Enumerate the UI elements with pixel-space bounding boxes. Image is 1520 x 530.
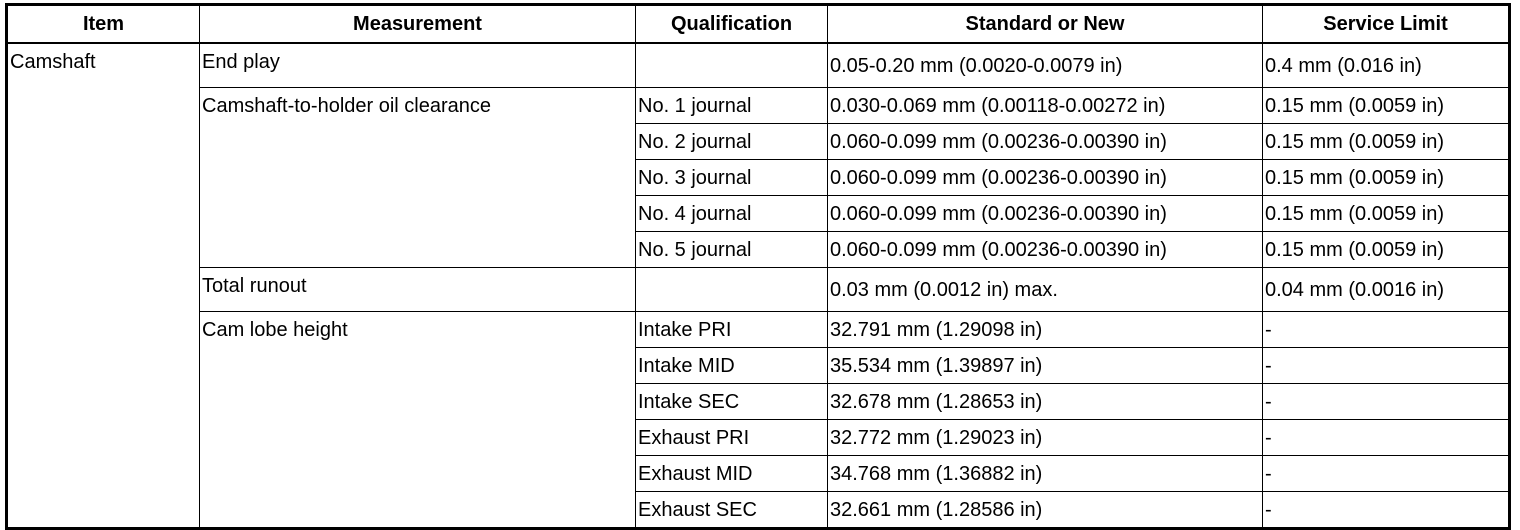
- measurement-cell: Camshaft-to-holder oil clearance: [199, 87, 636, 268]
- qualification-cell: Exhaust MID: [635, 455, 828, 492]
- table-row: Total runout 0.03 mm (0.0012 in) max. 0.04…: [7, 267, 1510, 312]
- standard-cell: 0.03 mm (0.0012 in) max.: [827, 267, 1263, 312]
- standard-cell: 0.060-0.099 mm (0.00236-0.00390 in): [827, 231, 1263, 268]
- table-row: Camshaft End play 0.05-0.20 mm (0.0020-0.0…: [6, 42, 1510, 529]
- measurement-cell: End play: [199, 42, 636, 88]
- header-service-limit: Service Limit: [1262, 4, 1510, 44]
- measurement-cell: Total runout: [199, 267, 636, 312]
- table-row: Exhaust PRI 32.772 mm (1.29023 in) -: [7, 419, 1510, 456]
- table-row: Exhaust MID 34.768 mm (1.36882 in) -: [7, 455, 1510, 492]
- header-row: Item Measurement Qualification Standard …: [6, 4, 1510, 44]
- item-cell: Camshaft: [6, 42, 200, 529]
- service-limit-cell: -: [1262, 491, 1510, 529]
- service-limit-cell: 0.4 mm (0.016 in): [1262, 42, 1510, 88]
- table-row: Intake SEC 32.678 mm (1.28653 in) -: [7, 383, 1510, 420]
- qualification-cell: Intake PRI: [635, 311, 828, 348]
- standard-cell: 34.768 mm (1.36882 in): [827, 455, 1263, 492]
- table-row: Intake MID 35.534 mm (1.39897 in) -: [7, 347, 1510, 384]
- table-row: No. 2 journal 0.060-0.099 mm (0.00236-0.0…: [7, 123, 1510, 160]
- standard-cell: 32.772 mm (1.29023 in): [827, 419, 1263, 456]
- qualification-cell: No. 4 journal: [635, 195, 828, 232]
- service-limit-cell: 0.04 mm (0.0016 in): [1262, 267, 1510, 312]
- qualification-cell: Exhaust SEC: [635, 491, 828, 529]
- header-item: Item: [6, 4, 200, 44]
- table-row: No. 5 journal 0.060-0.099 mm (0.00236-0.0…: [7, 231, 1510, 268]
- standard-cell: 32.678 mm (1.28653 in): [827, 383, 1263, 420]
- header-standard: Standard or New: [827, 4, 1263, 44]
- standard-cell: 32.791 mm (1.29098 in): [827, 311, 1263, 348]
- service-limit-cell: -: [1262, 311, 1510, 348]
- header-measurement: Measurement: [199, 4, 636, 44]
- specifications-table: Item Measurement Qualification Standard …: [5, 3, 1511, 530]
- qualification-cell: No. 5 journal: [635, 231, 828, 268]
- header-qualification: Qualification: [635, 4, 828, 44]
- service-limit-cell: 0.15 mm (0.0059 in): [1262, 159, 1510, 196]
- qualification-cell: Intake MID: [635, 347, 828, 384]
- table-row: Exhaust SEC 32.661 mm (1.28586 in) -: [7, 491, 1510, 529]
- qualification-cell: [635, 267, 828, 312]
- qualification-cell: [635, 42, 828, 88]
- qualification-cell: No. 1 journal: [635, 87, 828, 124]
- standard-cell: 0.060-0.099 mm (0.00236-0.00390 in): [827, 195, 1263, 232]
- standard-cell: 0.05-0.20 mm (0.0020-0.0079 in): [827, 42, 1263, 88]
- standard-cell: 0.030-0.069 mm (0.00118-0.00272 in): [827, 87, 1263, 124]
- qualification-cell: Intake SEC: [635, 383, 828, 420]
- table-row: Camshaft-to-holder oil clearance No. 1 jo…: [7, 87, 1510, 268]
- qualification-cell: No. 3 journal: [635, 159, 828, 196]
- service-limit-cell: 0.15 mm (0.0059 in): [1262, 87, 1510, 124]
- measurement-cell: Cam lobe height: [199, 311, 636, 529]
- service-limit-cell: -: [1262, 347, 1510, 384]
- service-limit-cell: -: [1262, 383, 1510, 420]
- service-limit-cell: -: [1262, 419, 1510, 456]
- service-limit-cell: 0.15 mm (0.0059 in): [1262, 231, 1510, 268]
- standard-cell: 0.060-0.099 mm (0.00236-0.00390 in): [827, 159, 1263, 196]
- qualification-cell: Exhaust PRI: [635, 419, 828, 456]
- standard-cell: 32.661 mm (1.28586 in): [827, 491, 1263, 529]
- qualification-cell: No. 2 journal: [635, 123, 828, 160]
- table-row: No. 4 journal 0.060-0.099 mm (0.00236-0.0…: [7, 195, 1510, 232]
- service-limit-cell: 0.15 mm (0.0059 in): [1262, 195, 1510, 232]
- table-row: Cam lobe height Intake PRI 32.791 mm (1.29…: [7, 311, 1510, 529]
- table-row: No. 3 journal 0.060-0.099 mm (0.00236-0.0…: [7, 159, 1510, 196]
- service-limit-cell: -: [1262, 455, 1510, 492]
- standard-cell: 35.534 mm (1.39897 in): [827, 347, 1263, 384]
- service-limit-cell: 0.15 mm (0.0059 in): [1262, 123, 1510, 160]
- standard-cell: 0.060-0.099 mm (0.00236-0.00390 in): [827, 123, 1263, 160]
